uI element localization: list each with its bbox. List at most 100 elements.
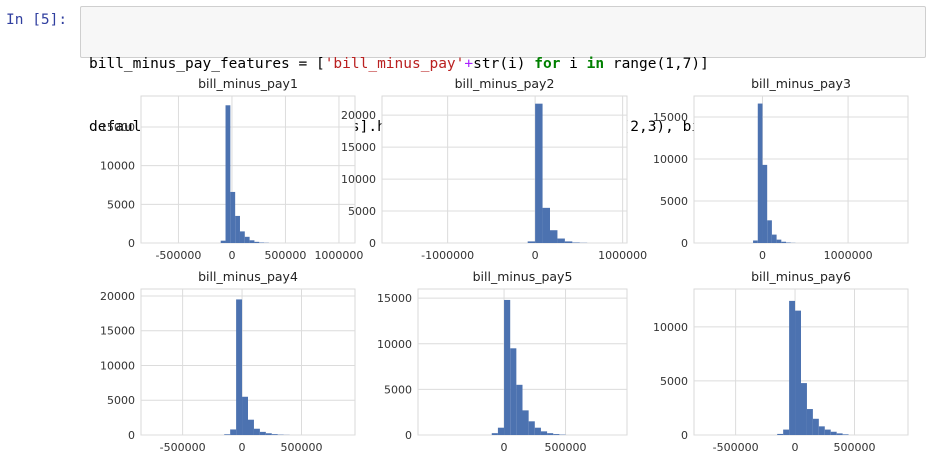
histogram-bar xyxy=(250,240,255,243)
chart-title: bill_minus_pay2 xyxy=(455,76,555,91)
histogram-bar xyxy=(266,433,272,435)
y-tick-label: 15000 xyxy=(341,141,376,154)
x-tick-label: 500000 xyxy=(264,249,306,262)
x-tick-label: 1000000 xyxy=(598,249,647,262)
histogram-bar xyxy=(510,348,516,435)
histogram-bar xyxy=(272,434,278,435)
y-tick-label: 10000 xyxy=(653,321,688,334)
y-tick-label: 0 xyxy=(681,429,688,442)
y-tick-label: 15000 xyxy=(653,111,688,124)
histogram-bar xyxy=(535,104,542,243)
histogram-bar xyxy=(831,432,837,435)
x-tick-label: 1000000 xyxy=(314,249,363,262)
y-tick-label: 20000 xyxy=(100,290,135,303)
histogram-bar xyxy=(813,419,819,435)
histogram-bar xyxy=(248,420,254,435)
y-tick-label: 0 xyxy=(128,237,135,250)
histogram-bar xyxy=(772,235,777,243)
y-tick-label: 10000 xyxy=(653,153,688,166)
x-tick-label: 0 xyxy=(239,441,246,454)
y-tick-label: 20000 xyxy=(341,109,376,122)
y-tick-label: 10000 xyxy=(100,160,135,173)
x-tick-label: -1000000 xyxy=(421,249,474,262)
histogram-bar xyxy=(245,237,250,243)
y-tick-label: 15000 xyxy=(100,325,135,338)
histogram-bar xyxy=(843,434,849,435)
x-tick-label: 1000000 xyxy=(824,249,873,262)
y-tick-label: 0 xyxy=(681,237,688,250)
histogram-bar xyxy=(767,220,772,243)
histogram-bar xyxy=(535,428,541,435)
histogram-bar xyxy=(553,434,559,435)
y-tick-label: 0 xyxy=(405,429,412,442)
histogram-bar xyxy=(516,385,522,435)
x-tick-label: -500000 xyxy=(155,249,201,262)
histogram-bar xyxy=(762,165,767,243)
x-tick-label: 0 xyxy=(792,441,799,454)
histogram-bar xyxy=(547,433,553,435)
histogram-bar xyxy=(528,241,535,243)
y-tick-label: 0 xyxy=(128,429,135,442)
y-tick-label: 15000 xyxy=(100,121,135,134)
y-tick-label: 5000 xyxy=(107,198,135,211)
chart-title: bill_minus_pay6 xyxy=(751,269,851,284)
x-tick-label: 0 xyxy=(228,249,235,262)
x-tick-label: 500000 xyxy=(281,441,323,454)
histogram-bar xyxy=(504,300,510,435)
histogram-bar xyxy=(753,240,758,243)
histogram-bar xyxy=(807,409,813,435)
histogram-bar xyxy=(783,430,789,435)
y-tick-label: 5000 xyxy=(660,195,688,208)
y-tick-label: 10000 xyxy=(100,359,135,372)
input-prompt: In [5]: xyxy=(6,12,67,28)
histogram-bar xyxy=(523,410,529,435)
y-tick-label: 0 xyxy=(369,237,376,250)
x-tick-label: -500000 xyxy=(713,441,759,454)
histogram-bar xyxy=(541,431,547,435)
x-tick-label: 0 xyxy=(501,441,508,454)
histogram-bar xyxy=(242,397,248,435)
histogram-1: -500000 0 500000 1000000 0 5000 10000 15000 bill… xyxy=(100,76,363,262)
histogram-bar xyxy=(221,241,226,243)
histogram-bar xyxy=(801,383,807,435)
histogram-bar xyxy=(572,242,579,243)
histogram-bar xyxy=(543,208,550,243)
y-tick-label: 10000 xyxy=(341,173,376,186)
code-cell[interactable]: bill_minus_pay_features = ['bill_minus_p… xyxy=(80,6,926,58)
histogram-bar xyxy=(230,429,236,435)
histogram-bar xyxy=(550,230,557,243)
y-tick-label: 5000 xyxy=(348,205,376,218)
plot-area xyxy=(141,96,355,243)
chart-title: bill_minus_pay3 xyxy=(751,76,851,91)
histogram-bar xyxy=(254,429,260,435)
y-tick-label: 15000 xyxy=(377,292,412,305)
y-tick-label: 5000 xyxy=(384,383,412,396)
histogram-bar xyxy=(565,241,572,243)
histogram-bar xyxy=(235,216,240,243)
histogram-bar xyxy=(786,242,791,243)
chart-title: bill_minus_pay4 xyxy=(198,269,298,284)
histogram-bar xyxy=(777,434,783,435)
histogram-bar xyxy=(226,105,231,243)
histogram-bar xyxy=(498,428,504,435)
y-tick-label: 5000 xyxy=(660,375,688,388)
histogram-bar xyxy=(230,192,235,243)
histogram-bar xyxy=(529,421,535,435)
plot-area xyxy=(382,96,627,243)
histogram-bar xyxy=(492,433,498,435)
histogram-bar xyxy=(789,301,795,435)
histogram-bar xyxy=(837,433,843,435)
x-tick-label: 500000 xyxy=(545,441,587,454)
chart-title: bill_minus_pay5 xyxy=(473,269,573,284)
y-tick-label: 5000 xyxy=(107,394,135,407)
histogram-bar xyxy=(781,242,786,243)
histogram-bar xyxy=(758,104,763,243)
chart-title: bill_minus_pay1 xyxy=(198,76,298,91)
